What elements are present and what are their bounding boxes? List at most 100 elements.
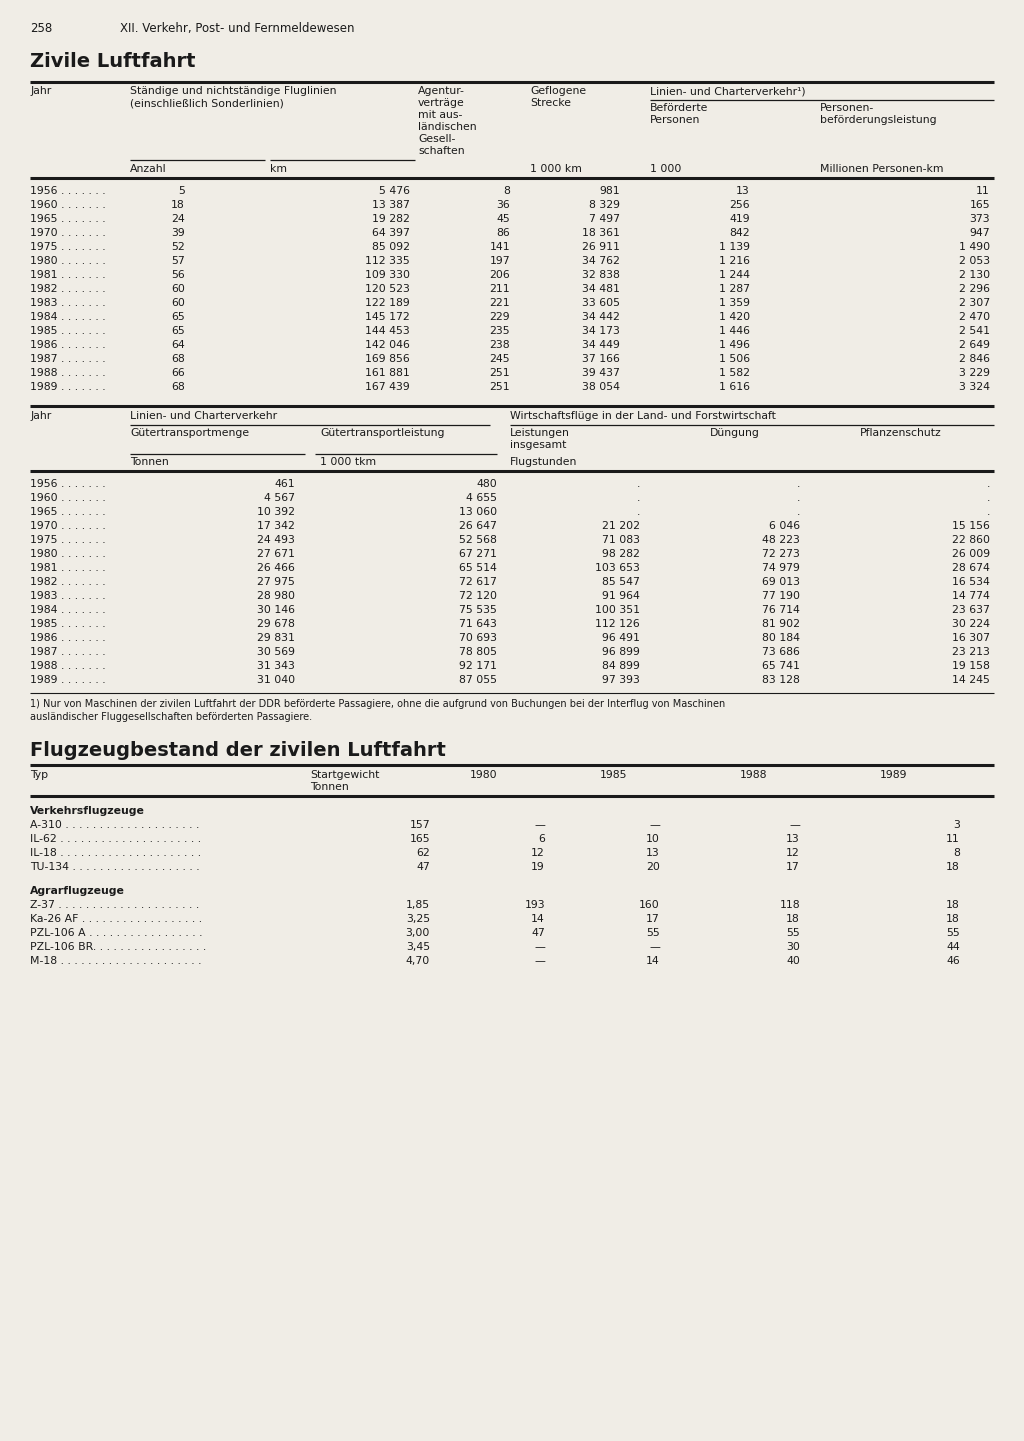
- Text: 18 361: 18 361: [582, 228, 620, 238]
- Text: 84 899: 84 899: [602, 661, 640, 672]
- Text: 68: 68: [171, 354, 185, 365]
- Text: 157: 157: [410, 820, 430, 830]
- Text: 7 497: 7 497: [589, 215, 620, 223]
- Text: 57: 57: [171, 256, 185, 267]
- Text: verträge: verträge: [418, 98, 465, 108]
- Text: 211: 211: [489, 284, 510, 294]
- Text: IL-62 . . . . . . . . . . . . . . . . . . . . .: IL-62 . . . . . . . . . . . . . . . . . …: [30, 834, 201, 844]
- Text: 15 156: 15 156: [952, 522, 990, 530]
- Text: 480: 480: [476, 478, 497, 488]
- Text: 1 000: 1 000: [650, 164, 681, 174]
- Text: 71 643: 71 643: [459, 620, 497, 630]
- Text: 981: 981: [599, 186, 620, 196]
- Text: Linien- und Charterverkehr¹): Linien- und Charterverkehr¹): [650, 86, 806, 97]
- Text: Tonnen: Tonnen: [130, 457, 169, 467]
- Text: 4 567: 4 567: [264, 493, 295, 503]
- Text: 1 287: 1 287: [719, 284, 750, 294]
- Text: Personen-: Personen-: [820, 102, 874, 112]
- Text: 23 637: 23 637: [952, 605, 990, 615]
- Text: 112 126: 112 126: [595, 620, 640, 630]
- Text: Gütertransportleistung: Gütertransportleistung: [319, 428, 444, 438]
- Text: Typ: Typ: [30, 769, 48, 780]
- Text: Millionen Personen-km: Millionen Personen-km: [820, 164, 943, 174]
- Text: 1986 . . . . . . .: 1986 . . . . . . .: [30, 633, 105, 643]
- Text: ausländischer Fluggesellschaften beförderten Passagiere.: ausländischer Fluggesellschaften beförde…: [30, 712, 312, 722]
- Text: 141: 141: [489, 242, 510, 252]
- Text: Düngung: Düngung: [710, 428, 760, 438]
- Text: Beförderte: Beförderte: [650, 102, 709, 112]
- Text: 47: 47: [531, 928, 545, 938]
- Text: 56: 56: [171, 269, 185, 280]
- Text: 96 491: 96 491: [602, 633, 640, 643]
- Text: 3,00: 3,00: [406, 928, 430, 938]
- Text: 5: 5: [178, 186, 185, 196]
- Text: 160: 160: [639, 901, 660, 911]
- Text: 47: 47: [416, 862, 430, 872]
- Text: 85 547: 85 547: [602, 576, 640, 586]
- Text: —: —: [535, 942, 545, 953]
- Text: 65 741: 65 741: [762, 661, 800, 672]
- Text: 19 282: 19 282: [372, 215, 410, 223]
- Text: 251: 251: [489, 382, 510, 392]
- Text: 40: 40: [786, 955, 800, 965]
- Text: 18: 18: [946, 914, 961, 924]
- Text: 60: 60: [171, 298, 185, 308]
- Text: 97 393: 97 393: [602, 674, 640, 684]
- Text: 33 605: 33 605: [582, 298, 620, 308]
- Text: 55: 55: [646, 928, 660, 938]
- Text: 22 860: 22 860: [952, 535, 990, 545]
- Text: 65: 65: [171, 313, 185, 321]
- Text: 29 831: 29 831: [257, 633, 295, 643]
- Text: 169 856: 169 856: [366, 354, 410, 365]
- Text: 258: 258: [30, 22, 52, 35]
- Text: 2 541: 2 541: [959, 326, 990, 336]
- Text: 1956 . . . . . . .: 1956 . . . . . . .: [30, 186, 105, 196]
- Text: 1988: 1988: [740, 769, 768, 780]
- Text: 91 964: 91 964: [602, 591, 640, 601]
- Text: 1988 . . . . . . .: 1988 . . . . . . .: [30, 367, 105, 378]
- Text: 39: 39: [171, 228, 185, 238]
- Text: 18: 18: [171, 200, 185, 210]
- Text: 39 437: 39 437: [582, 367, 620, 378]
- Text: 81 902: 81 902: [762, 620, 800, 630]
- Text: .: .: [797, 493, 800, 503]
- Text: 1983 . . . . . . .: 1983 . . . . . . .: [30, 591, 105, 601]
- Text: 165: 165: [410, 834, 430, 844]
- Text: 96 899: 96 899: [602, 647, 640, 657]
- Text: 14 774: 14 774: [952, 591, 990, 601]
- Text: 11: 11: [976, 186, 990, 196]
- Text: 1 582: 1 582: [719, 367, 750, 378]
- Text: 65: 65: [171, 326, 185, 336]
- Text: 74 979: 74 979: [762, 563, 800, 574]
- Text: 18: 18: [786, 914, 800, 924]
- Text: 8: 8: [503, 186, 510, 196]
- Text: 1981 . . . . . . .: 1981 . . . . . . .: [30, 563, 105, 574]
- Text: 62: 62: [416, 847, 430, 857]
- Text: 161 881: 161 881: [366, 367, 410, 378]
- Text: .: .: [797, 507, 800, 517]
- Text: 13: 13: [736, 186, 750, 196]
- Text: 1 616: 1 616: [719, 382, 750, 392]
- Text: 235: 235: [489, 326, 510, 336]
- Text: 31 343: 31 343: [257, 661, 295, 672]
- Text: 2 296: 2 296: [959, 284, 990, 294]
- Text: 1982 . . . . . . .: 1982 . . . . . . .: [30, 284, 105, 294]
- Text: 87 055: 87 055: [459, 674, 497, 684]
- Text: 64: 64: [171, 340, 185, 350]
- Text: 1989 . . . . . . .: 1989 . . . . . . .: [30, 382, 105, 392]
- Text: 193: 193: [524, 901, 545, 911]
- Text: 19 158: 19 158: [952, 661, 990, 672]
- Text: 1980 . . . . . . .: 1980 . . . . . . .: [30, 256, 105, 267]
- Text: 34 173: 34 173: [582, 326, 620, 336]
- Text: 3,25: 3,25: [406, 914, 430, 924]
- Text: 1 139: 1 139: [719, 242, 750, 252]
- Text: Strecke: Strecke: [530, 98, 571, 108]
- Text: Pflanzenschutz: Pflanzenschutz: [860, 428, 942, 438]
- Text: 31 040: 31 040: [257, 674, 295, 684]
- Text: .: .: [987, 478, 990, 488]
- Text: 1 446: 1 446: [719, 326, 750, 336]
- Text: 66: 66: [171, 367, 185, 378]
- Text: 1985: 1985: [600, 769, 628, 780]
- Text: Anzahl: Anzahl: [130, 164, 167, 174]
- Text: 4,70: 4,70: [406, 955, 430, 965]
